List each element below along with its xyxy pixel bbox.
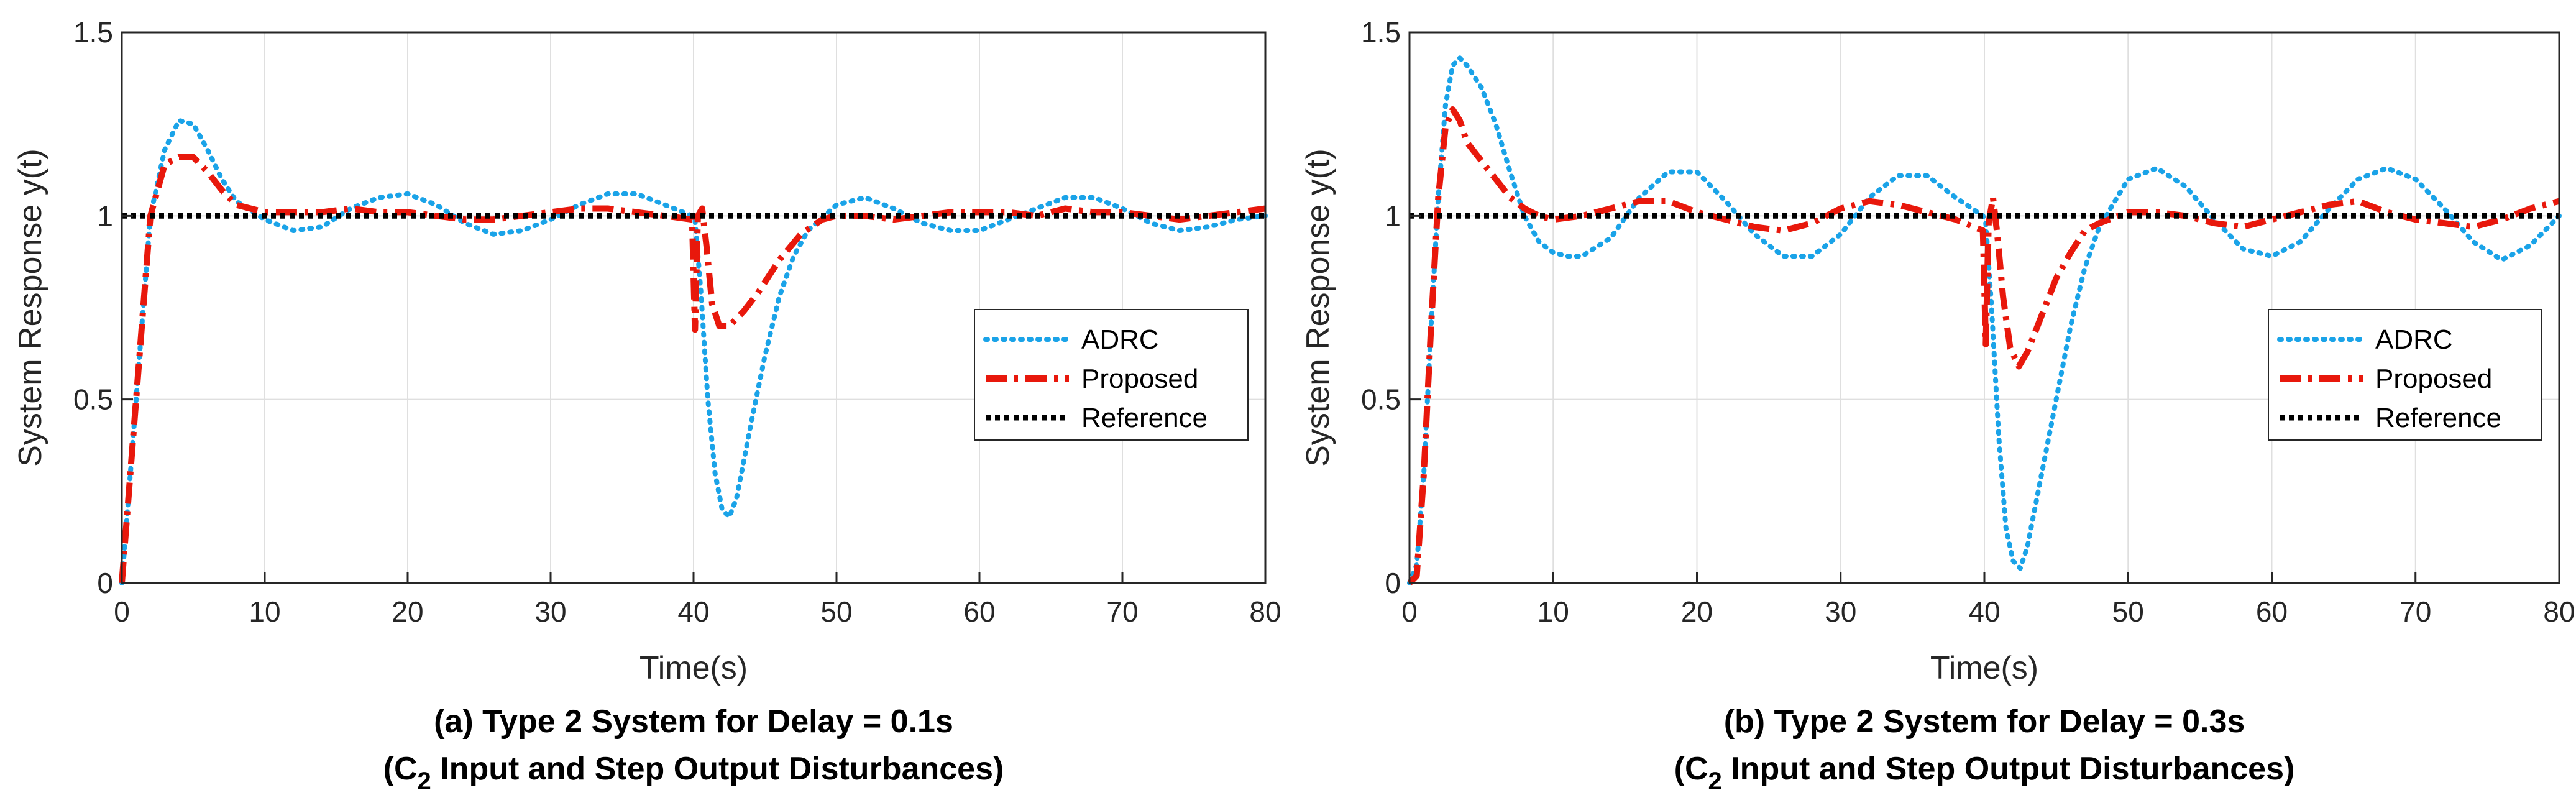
x-tick-label: 20 xyxy=(392,595,423,628)
chart-panel-a: 0 10 20 30 40 50 60 70 80 0 0.5 1 1.5 Time(s) System R… xyxy=(0,0,1280,808)
legend: ADRC Proposed Reference xyxy=(2268,309,2542,441)
x-tick-label: 0 xyxy=(1401,595,1418,628)
figure-caption-line2: (C2 Input and Step Output Disturbances) xyxy=(383,751,1004,795)
legend: ADRC Proposed Reference xyxy=(974,309,1249,441)
x-tick-label: 40 xyxy=(1968,595,2000,628)
caption-text: (C xyxy=(1674,751,1708,787)
y-tick-label: 0 xyxy=(97,567,113,599)
legend-label: Reference xyxy=(1081,403,1208,433)
x-tick-label: 70 xyxy=(2400,595,2431,628)
x-tick-label: 70 xyxy=(1106,595,1138,628)
x-tick-label: 60 xyxy=(2256,595,2288,628)
x-tick-label: 50 xyxy=(2112,595,2144,628)
line-chart: 0 10 20 30 40 50 60 70 80 0 0.5 1 1.5 Time(s) System R… xyxy=(12,16,1280,795)
x-tick-label: 20 xyxy=(1681,595,1713,628)
y-tick-label: 1.5 xyxy=(73,16,113,48)
y-tick-label: 0 xyxy=(1385,567,1401,599)
x-tick-label: 40 xyxy=(677,595,709,628)
legend-label: ADRC xyxy=(2375,324,2453,355)
figure-caption-line1: (a) Type 2 System for Delay = 0.1s xyxy=(434,704,953,740)
y-tick-label: 0.5 xyxy=(73,383,113,416)
y-tick-label: 1 xyxy=(1385,200,1401,232)
line-chart: 0 10 20 30 40 50 60 70 80 0 0.5 1 1.5 Time(s) System R… xyxy=(1300,16,2575,795)
chart-panel-b: 0 10 20 30 40 50 60 70 80 0 0.5 1 1.5 Time(s) System R… xyxy=(1288,0,2576,808)
y-axis-label: System Response y(t) xyxy=(12,149,48,467)
legend-box xyxy=(2268,309,2542,441)
y-tick-label: 1 xyxy=(97,200,113,232)
x-axis-label: Time(s) xyxy=(639,650,748,686)
caption-text: Input and Step Output Disturbances) xyxy=(431,751,1004,787)
caption-text: Input and Step Output Disturbances) xyxy=(1722,751,2295,787)
y-axis-label: System Response y(t) xyxy=(1300,149,1336,467)
legend-box xyxy=(974,309,1249,441)
caption-text: (C xyxy=(383,751,418,787)
caption-subscript: 2 xyxy=(418,768,431,795)
x-tick-label: 80 xyxy=(2543,595,2575,628)
x-tick-label: 30 xyxy=(1825,595,1856,628)
legend-label: ADRC xyxy=(1081,324,1159,355)
caption-subscript: 2 xyxy=(1708,768,1722,795)
legend-label: Proposed xyxy=(1081,364,1198,394)
x-tick-label: 10 xyxy=(1538,595,1569,628)
series-line-proposed xyxy=(1407,106,2560,585)
legend-label: Proposed xyxy=(2375,364,2492,394)
series-line-adrc xyxy=(1407,55,2562,585)
x-tick-label: 10 xyxy=(249,595,280,628)
figure-caption-line1: (b) Type 2 System for Delay = 0.3s xyxy=(1724,704,2245,740)
x-tick-label: 0 xyxy=(114,595,130,628)
x-tick-label: 30 xyxy=(534,595,566,628)
y-tick-label: 1.5 xyxy=(1361,16,1401,48)
legend-label: Reference xyxy=(2375,403,2501,433)
y-tick-label: 0.5 xyxy=(1361,383,1401,416)
x-tick-label: 60 xyxy=(963,595,995,628)
x-tick-label: 50 xyxy=(820,595,852,628)
x-tick-label: 80 xyxy=(1249,595,1280,628)
x-axis-label: Time(s) xyxy=(1930,650,2038,686)
figure-caption-line2: (C2 Input and Step Output Disturbances) xyxy=(1674,751,2295,795)
